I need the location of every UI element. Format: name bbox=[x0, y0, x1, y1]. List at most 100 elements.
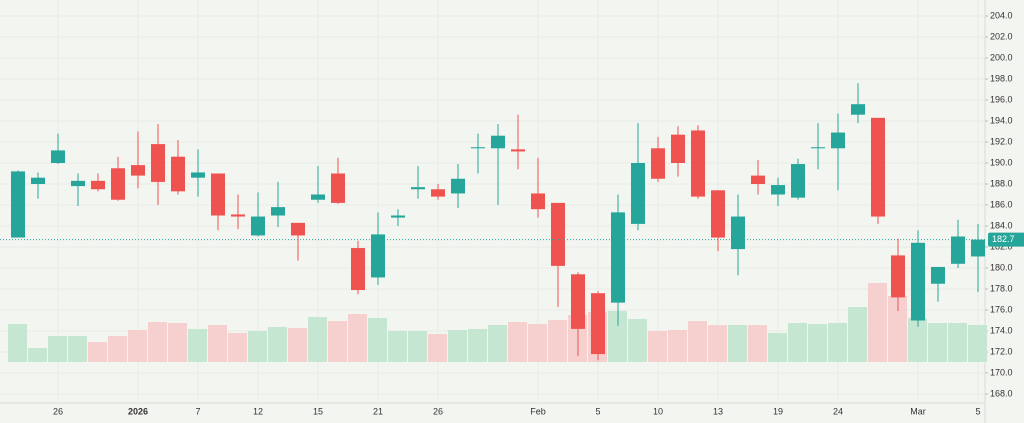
candle-body bbox=[371, 234, 385, 278]
volume-bar bbox=[128, 330, 147, 362]
candle-body bbox=[11, 171, 25, 238]
volume-bar bbox=[888, 296, 907, 362]
x-tick-label: 24 bbox=[833, 406, 843, 416]
candle-body bbox=[51, 150, 65, 163]
volume-bar bbox=[408, 331, 427, 362]
volume-bar bbox=[8, 324, 27, 362]
x-tick-label: 10 bbox=[653, 406, 663, 416]
volume-bar bbox=[28, 348, 47, 362]
candle-body bbox=[291, 222, 305, 236]
volume-bar bbox=[768, 333, 787, 362]
volume-bar bbox=[188, 329, 207, 362]
candle-body bbox=[911, 242, 925, 321]
volume-bar bbox=[968, 325, 987, 362]
x-tick-label: 5 bbox=[595, 406, 600, 416]
candle-body bbox=[111, 168, 125, 200]
volume-bar bbox=[288, 328, 307, 362]
volume-bar bbox=[448, 330, 467, 362]
y-tick-label: 170.0 bbox=[990, 367, 1013, 377]
x-tick-label: 2026 bbox=[128, 406, 148, 416]
candle-body bbox=[271, 207, 285, 216]
volume-bar bbox=[268, 327, 287, 362]
x-tick-label: 7 bbox=[195, 406, 200, 416]
candle-body bbox=[171, 156, 185, 192]
candle-body bbox=[71, 180, 85, 187]
y-tick-label: 192.0 bbox=[990, 136, 1013, 146]
candle-body bbox=[711, 190, 725, 238]
last-price-box bbox=[988, 232, 1024, 247]
candle-body bbox=[831, 132, 845, 149]
y-tick-label: 196.0 bbox=[990, 94, 1013, 104]
volume-bar bbox=[708, 325, 727, 362]
volume-bar bbox=[828, 323, 847, 362]
volume-bar bbox=[808, 324, 827, 362]
y-tick-label: 180.0 bbox=[990, 262, 1013, 272]
x-tick-label: Feb bbox=[530, 406, 546, 416]
volume-bar bbox=[648, 331, 667, 362]
volume-bar bbox=[428, 334, 447, 362]
volume-bar bbox=[928, 323, 947, 362]
y-tick-label: 194.0 bbox=[990, 115, 1013, 125]
volume-bar bbox=[688, 321, 707, 362]
volume-bar bbox=[528, 324, 547, 362]
candle-body bbox=[491, 135, 505, 149]
volume-bar bbox=[628, 319, 647, 362]
candle-body bbox=[211, 173, 225, 216]
candle-body bbox=[391, 215, 405, 218]
volume-bar bbox=[488, 325, 507, 362]
candle-body bbox=[951, 236, 965, 264]
candle-body bbox=[331, 173, 345, 203]
y-tick-label: 168.0 bbox=[990, 388, 1013, 398]
candle-body bbox=[851, 104, 865, 115]
candle-body bbox=[811, 147, 825, 149]
volume-bar bbox=[848, 307, 867, 362]
y-tick-label: 200.0 bbox=[990, 52, 1013, 62]
volume-bar bbox=[668, 330, 687, 362]
candle-body bbox=[871, 117, 885, 217]
candle-body bbox=[731, 216, 745, 250]
candle-body bbox=[551, 202, 565, 266]
y-tick-label: 174.0 bbox=[990, 325, 1013, 335]
candle-body bbox=[431, 189, 445, 197]
y-tick-label: 204.0 bbox=[990, 10, 1013, 20]
y-tick-label: 184.0 bbox=[990, 220, 1013, 230]
x-tick-label: 13 bbox=[713, 406, 723, 416]
y-tick-label: 172.0 bbox=[990, 346, 1013, 356]
volume-bar bbox=[508, 322, 527, 362]
y-tick-label: 178.0 bbox=[990, 283, 1013, 293]
y-tick-label: 198.0 bbox=[990, 73, 1013, 83]
candle-body bbox=[751, 175, 765, 184]
candle-body bbox=[791, 164, 805, 198]
volume-bar bbox=[788, 323, 807, 362]
volume-bar bbox=[748, 325, 767, 362]
volume-bar bbox=[608, 311, 627, 362]
volume-bar bbox=[948, 323, 967, 362]
volume-bar bbox=[248, 331, 267, 362]
candle-body bbox=[531, 193, 545, 210]
y-tick-label: 202.0 bbox=[990, 31, 1013, 41]
volume-bar bbox=[228, 333, 247, 362]
candle-body bbox=[611, 212, 625, 303]
candle-body bbox=[591, 293, 605, 355]
x-tick-label: Mar bbox=[910, 406, 926, 416]
x-tick-label: 26 bbox=[433, 406, 443, 416]
volume-bar bbox=[208, 325, 227, 362]
x-tick-label: 21 bbox=[373, 406, 383, 416]
candle-body bbox=[691, 130, 705, 197]
candle-body bbox=[91, 180, 105, 190]
x-tick-label: 15 bbox=[313, 406, 323, 416]
candle-body bbox=[131, 165, 145, 176]
volume-bar bbox=[88, 342, 107, 362]
volume-bar bbox=[468, 329, 487, 362]
candle-body bbox=[351, 248, 365, 291]
candle-body bbox=[311, 194, 325, 200]
volume-bar bbox=[68, 336, 87, 362]
candle-body bbox=[771, 185, 785, 195]
candle-body bbox=[971, 239, 985, 257]
candle-body bbox=[931, 266, 945, 284]
x-tick-label: 26 bbox=[53, 406, 63, 416]
y-tick-label: 188.0 bbox=[990, 178, 1013, 188]
candle-body bbox=[231, 214, 245, 217]
volume-bar bbox=[728, 325, 747, 362]
